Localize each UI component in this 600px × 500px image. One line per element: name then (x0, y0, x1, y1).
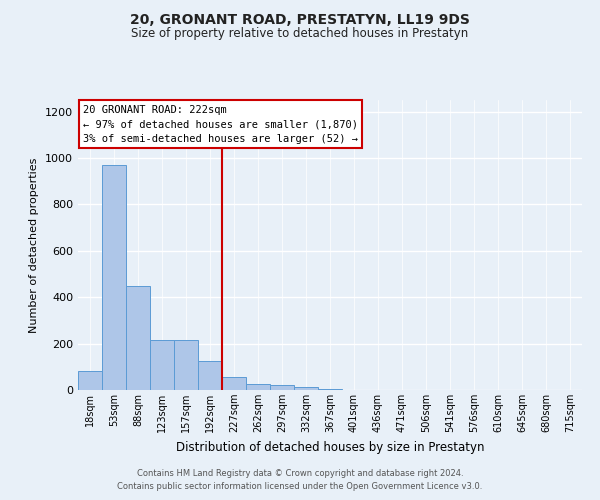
Text: Contains HM Land Registry data © Crown copyright and database right 2024.
Contai: Contains HM Land Registry data © Crown c… (118, 470, 482, 491)
Bar (150, 340, 174, 390)
Bar (270, 386, 294, 390)
Bar (294, 386, 318, 390)
Bar (102, 165, 126, 390)
X-axis label: Distribution of detached houses by size in Prestatyn: Distribution of detached houses by size … (176, 440, 484, 454)
Text: Size of property relative to detached houses in Prestatyn: Size of property relative to detached ho… (131, 28, 469, 40)
Bar (222, 377, 246, 390)
Y-axis label: Number of detached properties: Number of detached properties (29, 158, 40, 332)
Bar (246, 384, 270, 390)
Bar (198, 361, 222, 390)
Bar (126, 286, 150, 390)
Text: 20, GRONANT ROAD, PRESTATYN, LL19 9DS: 20, GRONANT ROAD, PRESTATYN, LL19 9DS (130, 12, 470, 26)
Bar (78, 372, 102, 390)
Text: 20 GRONANT ROAD: 222sqm
← 97% of detached houses are smaller (1,870)
3% of semi-: 20 GRONANT ROAD: 222sqm ← 97% of detache… (83, 104, 358, 144)
Bar (318, 389, 342, 390)
Bar (174, 340, 198, 390)
